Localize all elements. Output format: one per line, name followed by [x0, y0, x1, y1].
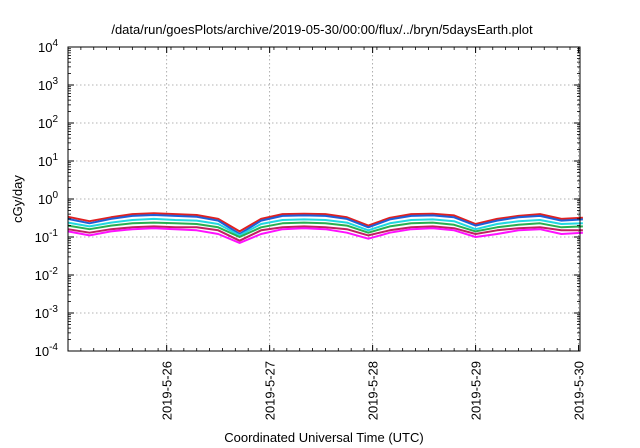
y-tick-label: 100 [38, 190, 58, 207]
y-tick-label: 10-4 [35, 342, 59, 359]
y-tick-label: 10-3 [35, 304, 59, 321]
x-axis: 2019-5-26 2019-5-27 2019-5-28 2019-5-29 2019… [67, 47, 587, 420]
x-tick-label: 2019-5-29 [469, 361, 484, 420]
y-axis: 10-4 10-3 10-2 10-1 100 101 102 103 104 [35, 38, 580, 359]
y-tick-label: 102 [38, 114, 58, 131]
x-tick-label: 2019-5-28 [366, 361, 381, 420]
series-line-3 [67, 217, 583, 237]
series-line-5 [67, 225, 583, 242]
series-line-6 [67, 227, 583, 244]
chart-title: /data/run/goesPlots/archive/2019-05-30/0… [111, 22, 533, 37]
y-axis-label: cGy/day [10, 175, 25, 223]
series-line-2 [67, 214, 583, 235]
data-series [67, 212, 583, 244]
x-axis-label: Coordinated Universal Time (UTC) [224, 430, 423, 445]
y-tick-label: 10-2 [35, 266, 59, 283]
y-tick-label: 104 [38, 38, 58, 55]
series-line-1 [67, 212, 583, 233]
y-tick-label: 103 [38, 76, 58, 93]
x-tick-label: 2019-5-30 [572, 361, 587, 420]
x-tick-label: 2019-5-27 [263, 361, 278, 420]
x-tick-label: 2019-5-26 [160, 361, 175, 420]
y-tick-label: 101 [38, 152, 58, 169]
y-tick-label: 10-1 [35, 228, 59, 245]
series-line-4 [67, 221, 583, 238]
grid-lines [68, 47, 580, 351]
